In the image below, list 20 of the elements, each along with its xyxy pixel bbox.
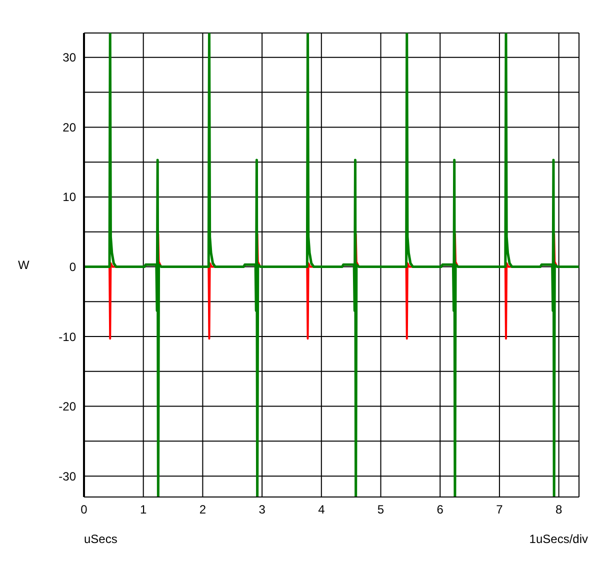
text: 1uSecs/div bbox=[529, 532, 588, 546]
y-tick-label: -10 bbox=[58, 330, 76, 344]
y-tick-label: 10 bbox=[62, 190, 76, 204]
y-axis-title: W bbox=[18, 258, 30, 272]
x-tick-label: 4 bbox=[318, 502, 326, 517]
x-tick-label: 1 bbox=[140, 502, 148, 517]
x-tick-label: 6 bbox=[436, 502, 444, 517]
x-tick-label: 0 bbox=[80, 502, 88, 517]
x-tick-label: 8 bbox=[555, 502, 562, 517]
x-tick-label: 5 bbox=[377, 502, 384, 517]
x-tick-label: 7 bbox=[496, 502, 504, 517]
y-tick-label: -20 bbox=[58, 400, 76, 414]
y-tick-label: 20 bbox=[62, 120, 76, 134]
y-tick-label: -30 bbox=[58, 469, 76, 484]
x-tick-label: 3 bbox=[258, 502, 266, 517]
y-tick-label: 0 bbox=[69, 260, 76, 274]
y-tick-label: 30 bbox=[62, 50, 76, 65]
x-axis-title: uSecs bbox=[84, 532, 118, 546]
line-series bbox=[84, 33, 579, 497]
x-tick-label: 2 bbox=[199, 502, 206, 517]
